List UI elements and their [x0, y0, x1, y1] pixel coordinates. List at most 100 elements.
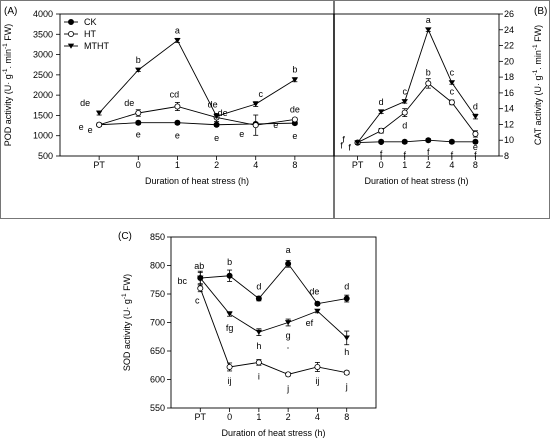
- legend-marker: [68, 30, 75, 37]
- data-point-ck: [401, 138, 408, 145]
- panel-tag: (B): [534, 6, 547, 17]
- significance-label: e: [379, 137, 384, 147]
- data-point-mtht: [226, 311, 233, 317]
- data-point-mtht: [174, 37, 181, 44]
- significance-label: f: [340, 141, 343, 151]
- y-tick-label: 4000: [33, 9, 53, 19]
- significance-label: d: [473, 102, 478, 112]
- series-line-ht: [199, 288, 347, 375]
- y-tick-label: 1500: [33, 110, 53, 120]
- y-tick-label: 3000: [33, 50, 53, 60]
- y-tick-label: 12: [504, 119, 514, 129]
- significance-label: e: [239, 129, 244, 139]
- legend-marker: [67, 43, 75, 49]
- data-point-ht: [291, 116, 298, 123]
- data-point-ht: [285, 371, 292, 378]
- y-axis-title-part: . min: [533, 50, 543, 70]
- significance-label: e: [273, 120, 278, 130]
- significance-label: e: [136, 130, 141, 140]
- x-axis-title: Duration of heat stress (h): [145, 176, 249, 186]
- y-axis-title-part: -1: [532, 69, 539, 75]
- y-axis-title-part: . min: [3, 49, 13, 69]
- series-line-ht: [357, 82, 476, 143]
- data-point-mtht: [377, 109, 385, 115]
- significance-label: d: [344, 282, 349, 292]
- y-tick-label: 850: [150, 232, 165, 242]
- data-point-ht: [472, 130, 479, 137]
- data-point-ck: [285, 260, 292, 267]
- y-tick-label: 650: [150, 346, 165, 356]
- significance-label: a: [426, 15, 431, 25]
- y-axis-title: CAT activity (U· g-1. min-1 FW): [532, 25, 543, 145]
- significance-label: f: [380, 149, 383, 159]
- x-tick-label: PT: [93, 160, 105, 170]
- significance-label: g: [286, 331, 291, 341]
- data-point-ht: [378, 127, 385, 134]
- plot-frame: [333, 13, 500, 157]
- stray-dot: [287, 347, 289, 349]
- data-point-mtht: [284, 320, 292, 326]
- data-point-ht: [255, 359, 262, 366]
- data-point-ht: [226, 363, 233, 370]
- data-point-mtht: [343, 335, 350, 341]
- series-line-mtht: [199, 277, 348, 339]
- significance-label: b: [292, 65, 297, 75]
- data-point-ht: [197, 285, 204, 292]
- data-point-ck: [472, 138, 479, 145]
- data-point-ht: [252, 122, 259, 129]
- significance-label: de: [80, 98, 90, 108]
- significance-label: fg: [226, 323, 234, 333]
- significance-label: e: [473, 142, 478, 152]
- y-axis-title-part: POD activity (U· g: [3, 74, 13, 146]
- panel-c-chart: (C) 550 600 650 700 750 800 850 PT 0 1 2 4 8 Duration …: [118, 231, 377, 438]
- y-tick-label: 10: [504, 135, 514, 145]
- significance-label: c: [402, 87, 407, 97]
- panel-tag: (C): [118, 231, 132, 242]
- x-tick-label: 1: [402, 160, 407, 170]
- significance-label: f: [474, 150, 477, 160]
- significance-label: a: [175, 25, 180, 35]
- data-point-ck: [213, 121, 220, 128]
- y-tick-label: 14: [504, 104, 514, 114]
- x-tick-label: 1: [256, 412, 261, 422]
- significance-label: de: [124, 98, 134, 108]
- data-point-ht: [314, 363, 321, 370]
- significance-label: b: [227, 257, 232, 267]
- y-tick-label: 500: [38, 151, 53, 161]
- significance-label: c: [450, 68, 455, 78]
- data-point-ht: [448, 99, 455, 106]
- data-point-mtht: [197, 275, 204, 281]
- significance-label: de: [208, 99, 218, 109]
- significance-label: e: [175, 131, 180, 141]
- x-tick-label: 2: [286, 412, 291, 422]
- significance-label: e: [79, 122, 84, 132]
- y-tick-label: 1000: [33, 131, 53, 141]
- significance-label: de: [218, 108, 228, 118]
- significance-label: c: [258, 89, 263, 99]
- data-point-mtht: [314, 308, 321, 314]
- significance-label: b: [426, 67, 431, 77]
- data-point-ht: [425, 80, 432, 87]
- significance-label: ij: [315, 376, 319, 386]
- y-tick-label: 2500: [33, 70, 53, 80]
- y-tick-label: 3500: [33, 29, 53, 39]
- x-tick-label: PT: [195, 412, 207, 422]
- x-tick-label: 1: [175, 160, 180, 170]
- x-tick-label: 8: [292, 160, 297, 170]
- data-point-ck: [343, 295, 350, 302]
- y-axis-title-part: SOD activity (U· g: [122, 299, 132, 371]
- y-axis-title-part: FW): [122, 274, 132, 294]
- data-point-ht: [343, 369, 350, 376]
- y-tick-label: 700: [150, 318, 165, 328]
- y-tick-label: 16: [504, 88, 514, 98]
- data-point-mtht: [213, 113, 220, 119]
- panel-a-chart: (A) 500 1000 1500 2000 2500 3000 3500 4000 PT 0 1 2 4…: [0, 0, 335, 219]
- data-point-ck: [314, 300, 321, 307]
- significance-label: a: [286, 245, 291, 255]
- data-point-ck: [378, 138, 385, 145]
- significance-label: cd: [170, 90, 180, 100]
- legend-label: HT: [84, 29, 96, 39]
- x-tick-label: 4: [449, 160, 454, 170]
- x-tick-label: 0: [379, 160, 384, 170]
